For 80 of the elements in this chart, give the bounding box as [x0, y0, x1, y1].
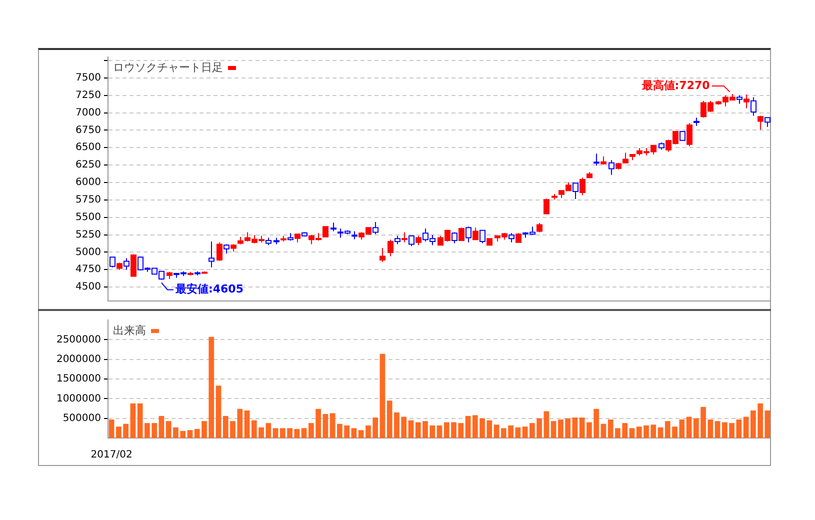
y-tick-label: 7000 [76, 107, 101, 118]
bar [108, 420, 114, 438]
candlestick [408, 235, 414, 247]
candlestick [580, 177, 586, 196]
y-tick-label: 1500000 [56, 374, 101, 385]
legend-label: ロウソクチャート日足 [113, 60, 223, 74]
candlestick [388, 239, 394, 257]
candlestick [322, 226, 328, 238]
bar [522, 426, 528, 438]
candlestick [130, 254, 136, 277]
y-tick-label: 2000000 [56, 354, 101, 365]
bar [714, 421, 720, 438]
y-tick-label: 2500000 [56, 334, 101, 346]
bar [322, 414, 328, 438]
candlestick [458, 227, 464, 242]
y-tick-label: 500000 [62, 412, 101, 424]
candlestick [764, 117, 770, 128]
bar [436, 425, 442, 438]
candlestick [380, 247, 386, 262]
bar [600, 424, 606, 438]
candlestick [124, 258, 130, 270]
bar [572, 418, 578, 438]
bar [272, 428, 278, 438]
candlestick [758, 115, 764, 130]
candlestick [622, 152, 628, 164]
x-tick-label: 2017/02 [90, 450, 132, 461]
y-tick-label: 5000 [76, 246, 101, 258]
bar [494, 424, 500, 438]
annotation: 最高値:7270 [640, 78, 710, 92]
y-tick-label: 7250 [76, 90, 101, 101]
candlestick [516, 232, 522, 243]
candlestick [216, 242, 222, 262]
candlestick [608, 160, 614, 176]
candlestick [480, 230, 486, 244]
bar [380, 354, 386, 438]
bar [130, 403, 136, 438]
candlestick [508, 232, 514, 243]
candlestick [208, 240, 214, 268]
bar [351, 428, 357, 438]
candlestick [472, 227, 478, 240]
candlestick [572, 182, 578, 200]
bar [301, 428, 307, 438]
candlestick [402, 232, 408, 243]
bar [244, 410, 250, 438]
y-tick-label: 7500 [76, 72, 101, 84]
bar [658, 427, 664, 438]
y-tick-label: 4500 [76, 282, 101, 293]
bar [764, 410, 770, 438]
bar [743, 416, 749, 438]
candlestick [372, 222, 378, 235]
y-tick-label: 5750 [76, 194, 101, 206]
candlestick [544, 198, 550, 214]
candlestick [686, 122, 692, 147]
candlestick [750, 96, 756, 116]
candlestick [594, 153, 600, 166]
candlestick [452, 232, 458, 244]
bar [158, 416, 164, 438]
y-tick-label: 5500 [76, 212, 101, 223]
bar [544, 411, 550, 438]
annotation: 最安値:4605 [174, 282, 244, 296]
bar [187, 430, 193, 438]
candlestick [466, 226, 472, 243]
bar [408, 420, 414, 438]
bar [686, 416, 692, 438]
candlestick [110, 256, 116, 268]
y-tick-label: 6250 [76, 160, 101, 171]
y-tick-label: 6000 [76, 177, 101, 188]
bar [629, 428, 635, 438]
candlestick [744, 94, 750, 109]
y-tick-label: 6750 [76, 124, 101, 136]
bar [550, 421, 556, 438]
bar [465, 416, 471, 438]
y-tick-label: 4750 [76, 264, 101, 276]
bar [216, 386, 222, 438]
y-tick-label: 6500 [76, 142, 101, 154]
y-tick-label: 5250 [76, 229, 101, 240]
legend-label: 出来高 [113, 324, 146, 337]
bar [330, 413, 336, 438]
y-tick-label: 1000000 [56, 393, 101, 404]
candlestick [416, 235, 422, 246]
